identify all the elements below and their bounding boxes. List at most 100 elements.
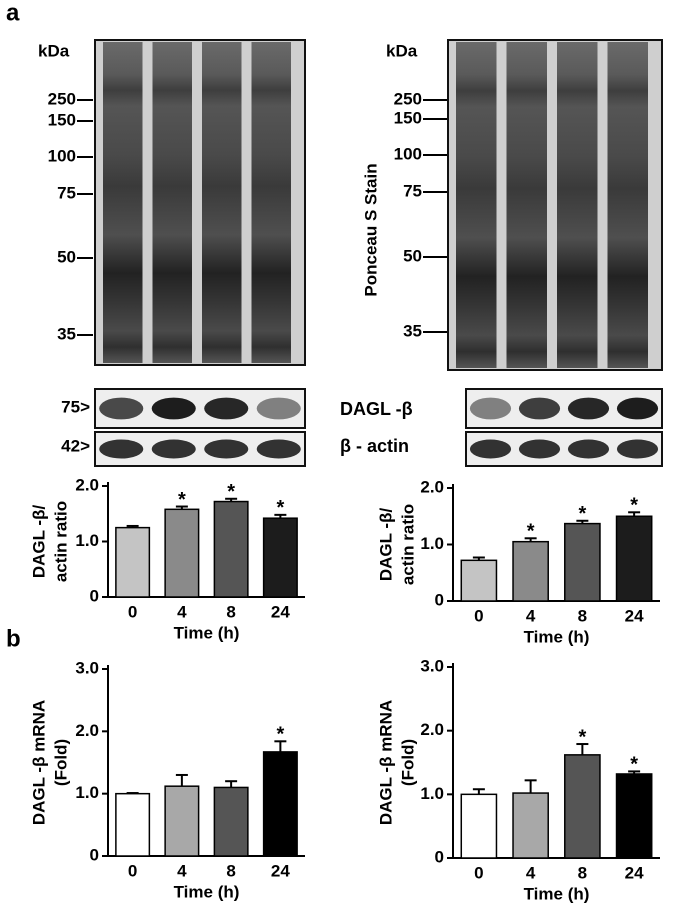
bar [115, 526, 151, 598]
x-tick-label: 4 [526, 863, 536, 882]
blot-band [469, 439, 512, 459]
marker-label: 50 [403, 246, 422, 265]
blot-band [616, 439, 659, 459]
bar [164, 785, 200, 857]
band-label: β - actin [340, 436, 409, 456]
y-tick-label: 1.0 [75, 531, 99, 550]
marker-label: 250 [394, 89, 422, 108]
blot-band [518, 439, 561, 459]
blot-band [204, 439, 249, 459]
x-axis-label: Time (h) [524, 627, 590, 646]
marker-label: 250 [48, 89, 76, 108]
blot-lane [152, 42, 192, 363]
y-axis-label: DAGL -β mRNA [29, 700, 48, 825]
bar [512, 792, 549, 859]
significance: * [578, 503, 586, 525]
x-tick-label: 24 [625, 863, 644, 882]
y-tick-label: 2.0 [420, 720, 444, 739]
y-axis-label: (Fold) [398, 739, 417, 786]
blot-band [256, 439, 301, 459]
y-tick-label: 1.0 [420, 534, 444, 553]
x-tick-label: 24 [271, 602, 290, 621]
bar [115, 792, 151, 857]
x-tick-label: 8 [226, 602, 235, 621]
significance: * [276, 724, 284, 746]
blot-band [99, 439, 144, 459]
x-tick-label: 0 [128, 861, 137, 880]
x-axis-label: Time (h) [174, 623, 240, 642]
y-axis-label: actin ratio [51, 501, 70, 582]
bar [615, 515, 653, 602]
kda-label: kDa [386, 41, 418, 60]
x-tick-label: 24 [271, 861, 290, 880]
bar [262, 751, 298, 857]
marker-label: 50 [57, 247, 76, 266]
blot-band [151, 439, 196, 459]
marker-label: 75 [57, 183, 76, 202]
marker-label: 100 [48, 146, 76, 165]
bar [164, 508, 200, 598]
kda-label: kDa [38, 41, 70, 60]
y-tick-label: 0 [90, 845, 99, 864]
blot-band [151, 397, 196, 420]
y-axis-label: DAGL -β/ [376, 508, 395, 582]
bar [564, 754, 601, 859]
significance: * [630, 495, 638, 517]
bar [564, 522, 601, 602]
blot-band [567, 397, 610, 420]
y-axis-label: DAGL -β mRNA [376, 700, 395, 825]
marker-label: 75 [403, 181, 422, 200]
x-tick-label: 8 [578, 863, 587, 882]
y-tick-label: 3.0 [420, 656, 444, 675]
blot-band [256, 397, 301, 420]
bar [512, 540, 549, 602]
significance: * [578, 726, 586, 748]
y-tick-label: 0 [90, 586, 99, 605]
y-tick-label: 3.0 [75, 658, 99, 677]
band-label: DAGL -β [340, 399, 413, 419]
panel-label: a [6, 0, 20, 26]
y-tick-label: 1.0 [75, 783, 99, 802]
blot-lane [202, 42, 242, 363]
x-axis-label: Time (h) [174, 882, 240, 901]
marker-label: 35 [57, 324, 76, 343]
x-tick-label: 24 [625, 606, 644, 625]
band-label: 42> [61, 436, 90, 455]
significance: * [227, 481, 235, 503]
blot-lane [506, 42, 547, 368]
marker-label: 35 [403, 321, 422, 340]
blot-band [518, 397, 561, 420]
x-axis-label: Time (h) [524, 884, 590, 903]
bar [213, 786, 249, 857]
bar [460, 793, 498, 859]
stain-label: Ponceau S Stain [361, 163, 380, 296]
y-tick-label: 2.0 [75, 721, 99, 740]
blot-lane [103, 42, 143, 363]
y-axis-label: actin ratio [398, 504, 417, 585]
y-axis-label: DAGL -β/ [29, 505, 48, 579]
x-tick-label: 4 [526, 606, 536, 625]
y-tick-label: 0 [435, 590, 444, 609]
bar [262, 517, 298, 598]
marker-label: 150 [48, 110, 76, 129]
x-tick-label: 0 [474, 606, 483, 625]
blot-lane [456, 42, 497, 368]
significance: * [178, 489, 186, 511]
bar [615, 773, 653, 859]
marker-label: 100 [394, 144, 422, 163]
blot-band [469, 397, 512, 420]
x-tick-label: 4 [177, 861, 187, 880]
y-tick-label: 2.0 [420, 477, 444, 496]
blot-band [204, 397, 249, 420]
x-tick-label: 0 [128, 602, 137, 621]
blot-lane [607, 42, 648, 368]
y-tick-label: 1.0 [420, 784, 444, 803]
y-tick-label: 0 [435, 847, 444, 866]
x-tick-label: 8 [578, 606, 587, 625]
y-axis-label: (Fold) [51, 739, 70, 786]
blot-lane [251, 42, 291, 363]
x-tick-label: 8 [226, 861, 235, 880]
blot-band [567, 439, 610, 459]
significance: * [527, 521, 535, 543]
